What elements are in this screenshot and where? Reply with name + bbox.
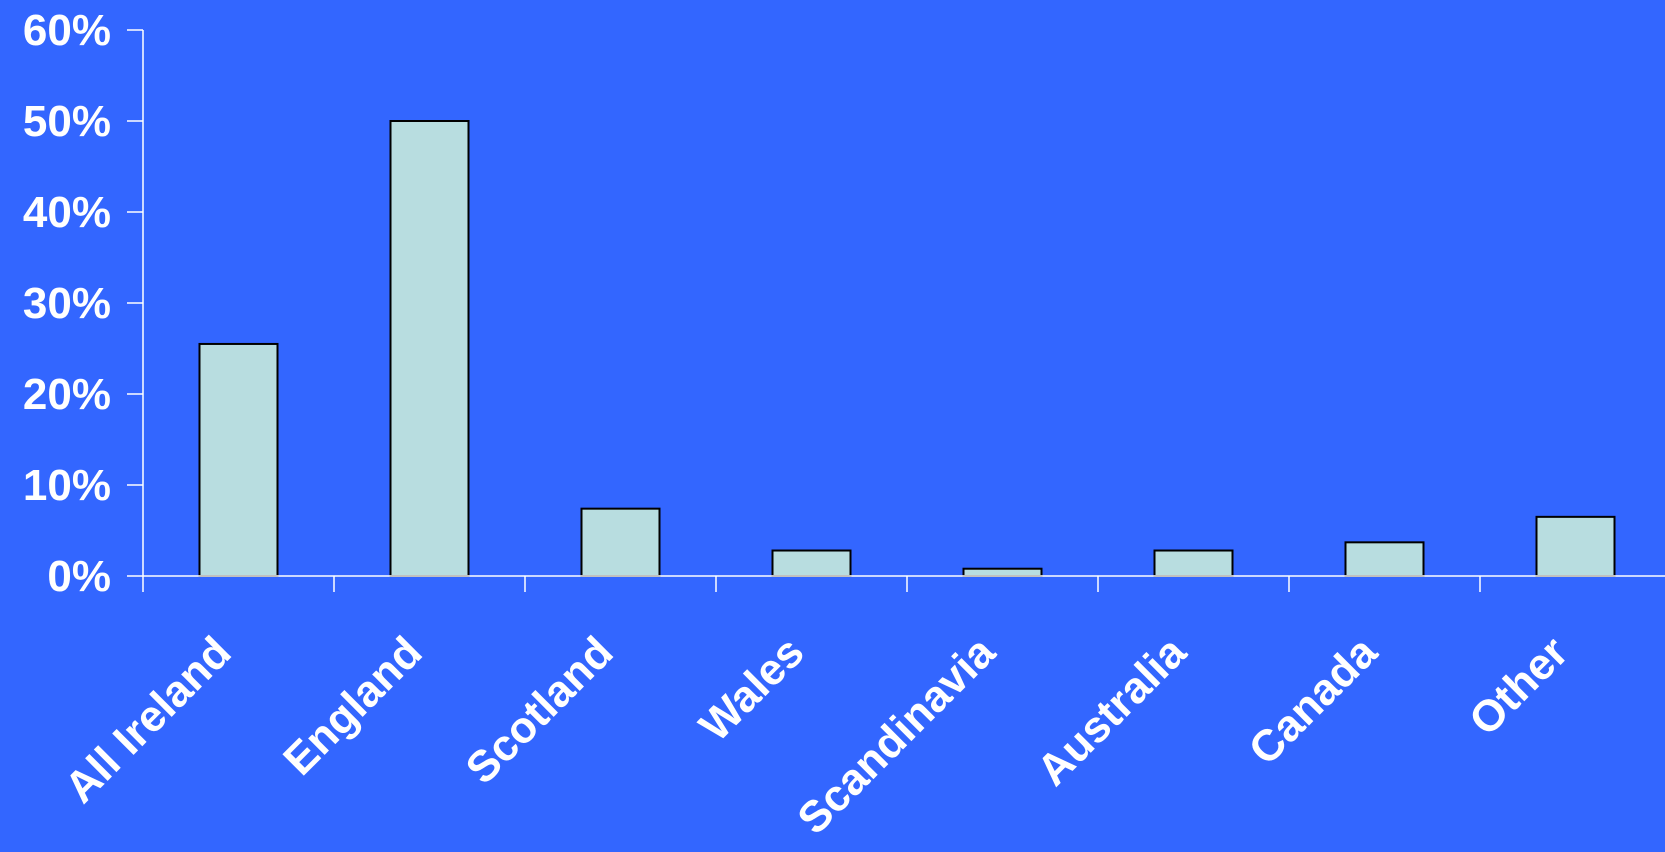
x-tick-label: Australia xyxy=(1028,627,1196,795)
y-tick-label: 0% xyxy=(47,552,111,601)
y-tick-label: 60% xyxy=(23,6,111,55)
bar-wales xyxy=(771,549,852,578)
y-tick-label: 10% xyxy=(23,461,111,510)
bars xyxy=(198,120,1616,578)
y-tick-label: 50% xyxy=(23,97,111,146)
bar-other xyxy=(1535,515,1616,577)
bar-australia xyxy=(1153,549,1234,578)
bar-all-ireland xyxy=(198,342,279,578)
x-tick-label: Canada xyxy=(1240,627,1387,774)
y-tick-label: 40% xyxy=(23,188,111,237)
x-axis: All Ireland England Scotland WalesScandinav… xyxy=(56,575,1665,844)
bar-canada xyxy=(1344,541,1425,578)
bar-scandinavia xyxy=(962,567,1043,577)
x-tick-label: All Ireland xyxy=(56,627,241,812)
y-tick-label: 30% xyxy=(23,279,111,328)
x-tick-label: Scandinavia xyxy=(788,627,1005,844)
y-axis: 0% 10% 20% 30% 40% 50% 60% xyxy=(23,6,144,601)
x-tick-label: Scotland xyxy=(457,627,623,793)
bar-scotland xyxy=(580,507,661,577)
x-tick-label: England xyxy=(274,627,431,784)
bar-england xyxy=(389,120,470,577)
x-tick-label: Other xyxy=(1460,627,1578,745)
x-tick-label: Wales xyxy=(690,627,813,750)
y-tick-label: 20% xyxy=(23,370,111,419)
